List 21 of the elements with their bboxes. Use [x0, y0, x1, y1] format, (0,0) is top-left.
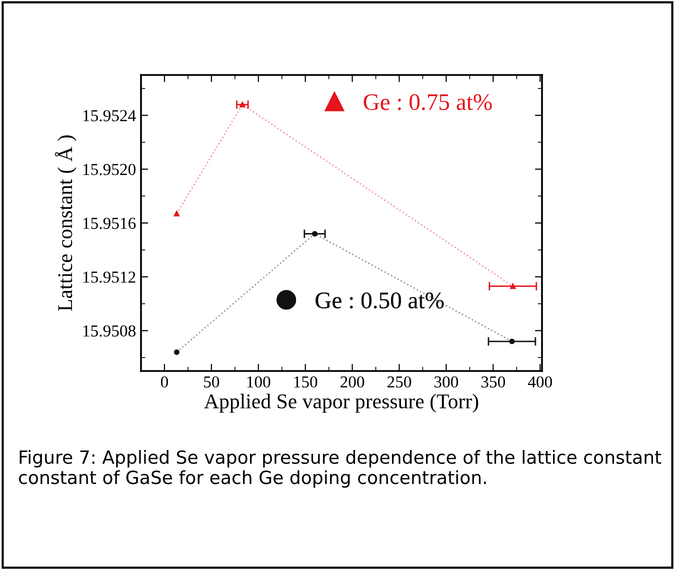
y-tick-label: 15.9524	[83, 110, 136, 122]
point	[174, 210, 180, 216]
caption: Figure 7: Applied Se vapor pressure dependence of the lattice constant constant of GaSe for each Ge doping concentration.	[18, 450, 662, 488]
y-axis-title: Lattice constant ( Å )	[54, 135, 76, 311]
legend-label: Ge : 0.75 at%	[364, 94, 492, 110]
x-tick-label: 400	[528, 376, 552, 388]
point	[174, 349, 180, 355]
legend-label: Ge : 0.50 at%	[316, 292, 444, 309]
x-tick-label: 150	[294, 376, 318, 388]
x-tick-label: 200	[340, 376, 364, 388]
x-tick-label: 0	[160, 376, 168, 388]
x-tick-label: 250	[387, 376, 412, 388]
x-tick-label: 100	[247, 376, 270, 388]
y-tick-label: 15.9508	[83, 325, 136, 337]
y-tick-label: 15.9520	[83, 164, 136, 176]
y-tick-label: 15.9516	[83, 218, 136, 230]
x-tick-label: 50	[204, 376, 220, 388]
x-axis-title: Applied Se vapor pressure (Torr)	[204, 394, 478, 413]
x-tick-label: 350	[481, 376, 506, 388]
x-tick-label: 300	[434, 376, 458, 388]
y-tick-label: 15.9512	[83, 272, 136, 283]
